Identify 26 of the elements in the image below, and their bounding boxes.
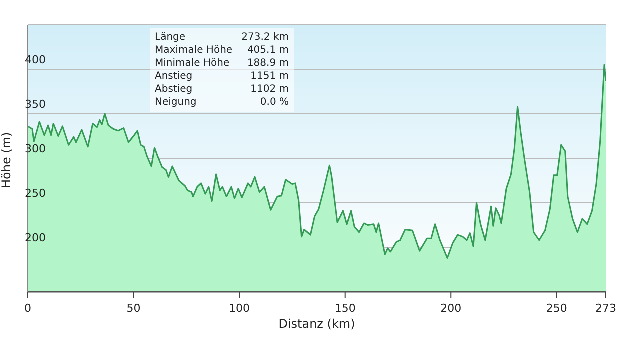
annotation: 1151 m: [250, 70, 289, 83]
x-tick-label: 150: [334, 302, 356, 315]
annotation: 405.1 m: [247, 44, 289, 57]
y-tick-label: 250: [25, 187, 46, 200]
annotation: 273.2 km: [242, 31, 289, 44]
x-tick-label: 273: [596, 302, 616, 315]
x-tick-label: 50: [126, 302, 141, 315]
x-tick-label: 250: [546, 302, 568, 315]
y-tick-label: 350: [25, 98, 46, 111]
x-tick-label: 200: [440, 302, 462, 315]
x-axis-title: Distanz (km): [278, 317, 356, 331]
x-tick-label: 100: [229, 302, 250, 315]
annotation: Minimale Höhe: [155, 57, 230, 70]
annotation: Abstieg: [155, 83, 193, 96]
annotation: Anstieg: [155, 70, 193, 83]
annotation: 1102 m: [250, 83, 289, 96]
annotation: Maximale Höhe: [155, 44, 233, 57]
y-tick-label: 200: [25, 232, 46, 244]
annotation: Länge: [155, 31, 186, 44]
annotation: 188.9 m: [247, 57, 289, 70]
y-axis-title: Höhe (m): [0, 132, 14, 188]
annotation: Neigung: [155, 96, 197, 109]
y-tick-label: 300: [25, 142, 46, 156]
annotation: 0.0 %: [260, 96, 289, 109]
x-tick-label: 0: [24, 302, 32, 315]
y-tick-label: 400: [25, 54, 46, 66]
